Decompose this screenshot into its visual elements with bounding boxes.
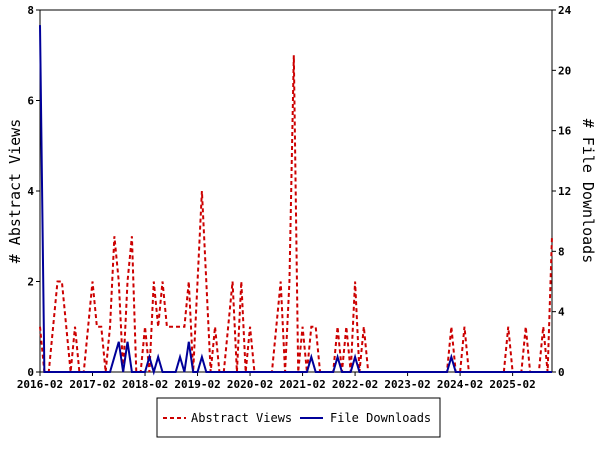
x-tick-label: 2022-02 bbox=[332, 378, 378, 391]
right-tick-label: 20 bbox=[558, 64, 571, 77]
series-line-abstract-views bbox=[39, 55, 553, 373]
x-tick-label: 2024-02 bbox=[437, 378, 483, 391]
x-tick-label: 2019-02 bbox=[174, 378, 220, 391]
right-axis: 0 4 8 12 16 20 24 bbox=[552, 4, 572, 379]
legend-label-file-downloads: File Downloads bbox=[330, 411, 431, 425]
right-tick-label: 16 bbox=[558, 125, 572, 138]
series-line-file-downloads bbox=[39, 25, 552, 376]
x-tick-label: 2023-02 bbox=[384, 378, 430, 391]
right-tick-label: 12 bbox=[558, 185, 571, 198]
series-layer bbox=[39, 25, 553, 376]
right-tick-label: 8 bbox=[558, 245, 565, 258]
x-tick-label: 2017-02 bbox=[69, 378, 115, 391]
plot-area bbox=[39, 9, 553, 373]
left-tick-label: 4 bbox=[27, 185, 34, 198]
left-tick-label: 2 bbox=[27, 276, 34, 289]
x-tick-label: 2016-02 bbox=[17, 378, 63, 391]
left-axis: 0 2 4 6 8 bbox=[27, 4, 40, 379]
left-tick-label: 0 bbox=[27, 366, 34, 379]
left-tick-label: 6 bbox=[27, 95, 34, 108]
y-axis-left-title: # Abstract Views bbox=[6, 119, 24, 264]
left-tick-label: 8 bbox=[27, 4, 34, 17]
y-axis-right-title: # File Downloads bbox=[579, 119, 597, 264]
right-tick-label: 24 bbox=[558, 4, 572, 17]
legend-label-abstract-views: Abstract Views bbox=[191, 411, 292, 425]
legend: Abstract Views File Downloads bbox=[156, 397, 441, 438]
x-axis: 2016-02 2017-02 2018-02 2019-02 2020-02 2021-… bbox=[17, 372, 536, 391]
x-tick-label: 2020-02 bbox=[227, 378, 273, 391]
right-tick-label: 4 bbox=[558, 306, 565, 319]
x-tick-label: 2021-02 bbox=[279, 378, 325, 391]
legend-box bbox=[156, 397, 441, 438]
right-tick-label: 0 bbox=[558, 366, 565, 379]
x-tick-label: 2018-02 bbox=[122, 378, 168, 391]
x-tick-label: 2025-02 bbox=[489, 378, 535, 391]
